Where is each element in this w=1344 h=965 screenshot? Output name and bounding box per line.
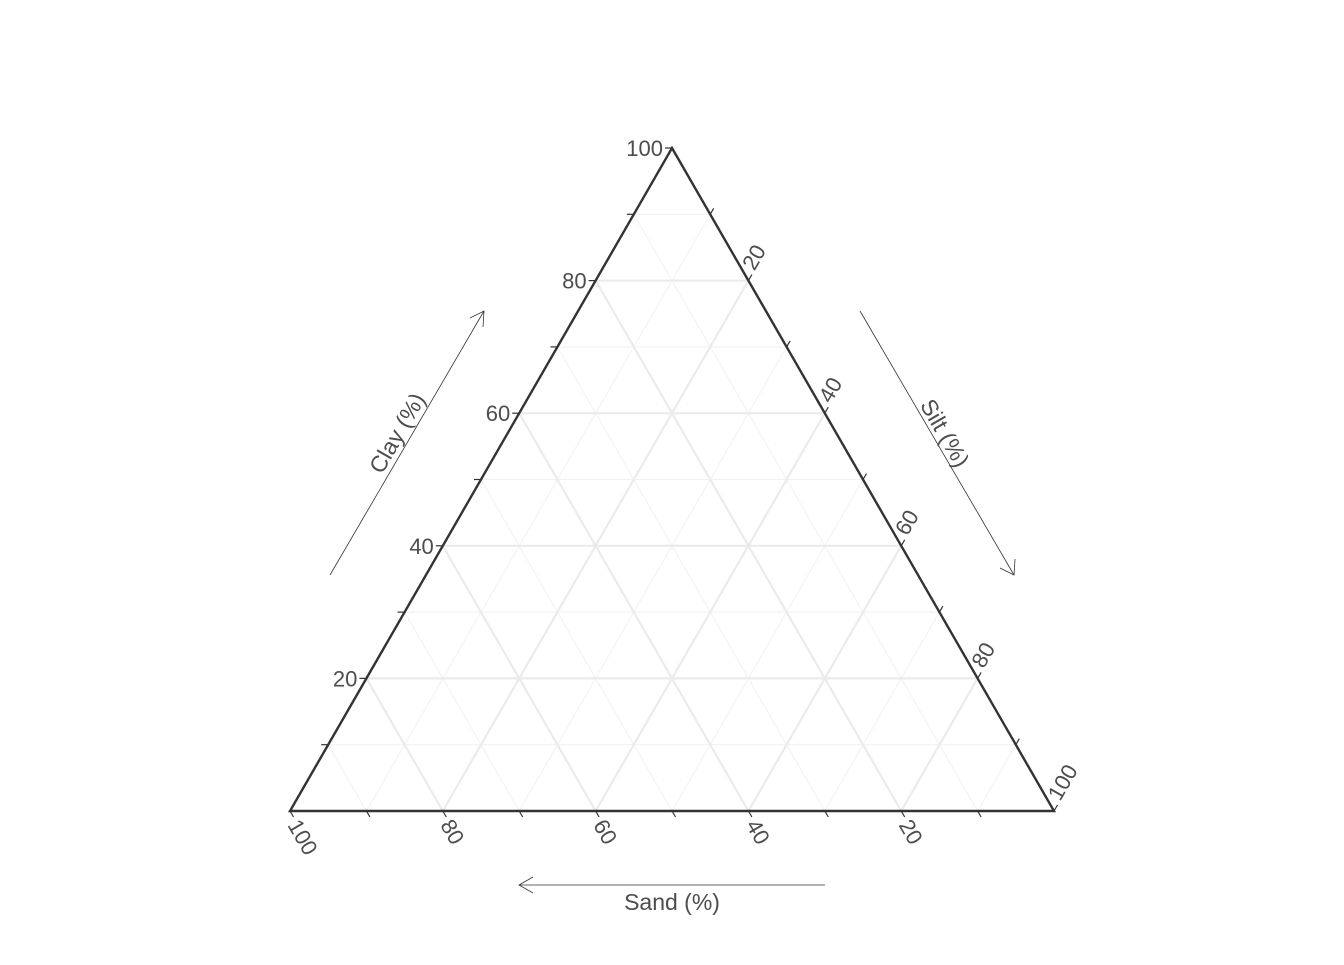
sand-tick [671,810,677,818]
sand-tick-label: 100 [283,815,323,859]
silt-tick [862,473,868,480]
sand-major-grid-line [441,545,597,812]
sand-tick [365,810,371,818]
sand-tick [289,810,295,818]
silt-axis-arrowhead [999,558,1016,576]
silt-tick [938,605,944,613]
sand-tick-label: 20 [894,815,928,849]
sand-tick [595,810,600,818]
clay-tick-label: 20 [333,666,357,691]
silt-minor-grid-line [365,214,711,812]
silt-tick-label: 100 [1043,760,1083,804]
sand-tick-label: 60 [588,815,622,849]
silt-axis-title: Silt (%) [915,394,975,471]
sand-minor-grid-line [556,346,826,812]
silt-tick [709,207,715,215]
silt-tick [824,406,829,414]
silt-tick [786,340,791,348]
clay-axis-arrow [329,310,485,576]
sand-minor-grid-line [404,611,520,812]
sand-tick [442,810,447,818]
clay-axis-arrowhead [469,310,485,328]
sand-minor-grid-line [633,214,979,812]
sand-axis-arrowhead [518,876,534,894]
silt-minor-grid-line [518,346,788,812]
sand-major-grid-line [518,412,750,812]
minor-grid [327,213,1017,812]
silt-minor-grid-line [671,479,864,812]
major-grid [365,279,979,812]
silt-tick [977,672,982,679]
silt-minor-grid-line [977,744,1017,812]
silt-tick [747,274,753,281]
tick-marks [289,147,1059,818]
sand-tick [824,810,829,818]
silt-axis-arrow [859,310,1015,576]
sand-major-grid-line [365,677,444,812]
clay-tick-label: 80 [562,269,586,294]
silt-major-grid-line [747,545,903,812]
silt-major-grid-line [900,677,979,812]
clay-tick-label: 40 [409,534,433,559]
clay-axis-title: Clay (%) [364,388,431,477]
sand-tick [977,810,982,818]
sand-tick-label: 40 [741,815,775,849]
silt-tick [1053,804,1059,812]
sand-axis-title: Sand (%) [624,889,720,915]
silt-minor-grid-line [824,611,940,812]
silt-major-grid-line [594,412,826,812]
clay-tick-label: 100 [626,136,663,161]
sand-tick [518,810,524,818]
silt-tick [900,539,906,547]
sand-tick [747,810,753,818]
sand-tick [900,810,906,818]
sand-minor-grid-line [480,479,673,812]
sand-minor-grid-line [327,744,367,812]
silt-tick [1015,738,1020,746]
sand-tick-label: 80 [435,815,469,849]
clay-tick-label: 60 [486,401,510,426]
